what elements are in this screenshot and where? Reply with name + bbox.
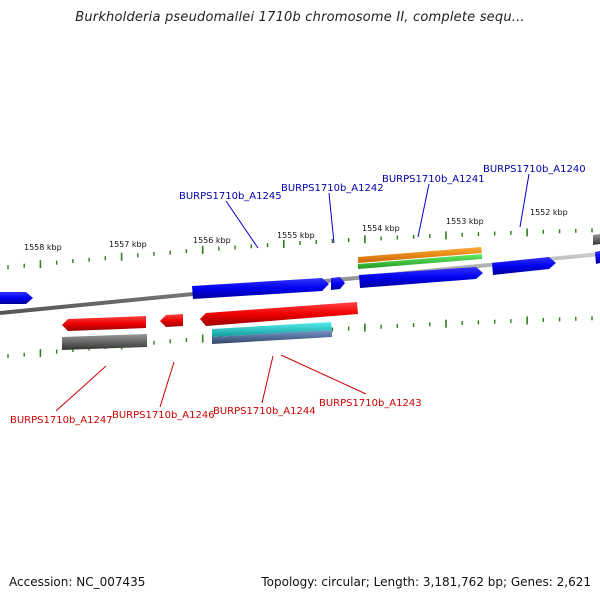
gene-arrow-forward[interactable] [595,251,600,264]
gene-label[interactable]: BURPS1710b_A1246 [112,410,215,421]
gene-label[interactable]: BURPS1710b_A1241 [382,174,485,185]
leader-line [417,183,430,238]
gene-stub [593,234,600,245]
leader-line [280,354,367,395]
feature-bar-steel[interactable] [212,330,332,344]
gene-arrow-forward[interactable] [359,267,483,288]
leader-line [328,192,335,244]
gene-arrow-forward[interactable] [331,277,345,290]
gene-label[interactable]: BURPS1710b_A1242 [281,183,384,194]
summary-text: Topology: circular; Length: 3,181,762 bp… [261,575,591,589]
gene-arrow-forward[interactable] [0,292,33,304]
page-title: Burkholderia pseudomallei 1710b chromoso… [75,10,525,25]
scale-label: 1552 kbp [530,208,568,217]
gene-label[interactable]: BURPS1710b_A1244 [213,406,316,417]
top-scale-ticks [7,228,593,270]
gene-label[interactable]: BURPS1710b_A1243 [319,398,422,409]
scale-label: 1558 kbp [24,243,62,252]
gene-arrow-reverse[interactable] [160,314,183,327]
leader-line [261,355,274,404]
leader-line [159,361,175,408]
feature-bar-cyan[interactable] [212,322,332,337]
gene-label[interactable]: BURPS1710b_A1247 [10,415,113,426]
gene-arrow-forward[interactable] [492,257,556,275]
feature-bar-orange[interactable] [358,247,482,263]
leader-line [55,365,107,412]
feature-bar-gray[interactable] [62,334,147,350]
gene-arrow-reverse[interactable] [62,316,146,331]
gene-arrow-reverse[interactable] [200,302,358,326]
scale-label: 1556 kbp [193,236,231,245]
gene-arrow-forward[interactable] [192,278,329,299]
feature-bar-green[interactable] [358,254,482,269]
leader-line [519,173,530,228]
scale-label: 1557 kbp [109,240,147,249]
scale-label: 1555 kbp [277,231,315,240]
scale-label: 1553 kbp [446,217,484,226]
gene-label[interactable]: BURPS1710b_A1245 [179,191,282,202]
gene-label[interactable]: BURPS1710b_A1240 [483,164,586,175]
scale-label: 1554 kbp [362,224,400,233]
accession-text: Accession: NC_007435 [9,575,146,589]
leader-line [225,200,259,249]
